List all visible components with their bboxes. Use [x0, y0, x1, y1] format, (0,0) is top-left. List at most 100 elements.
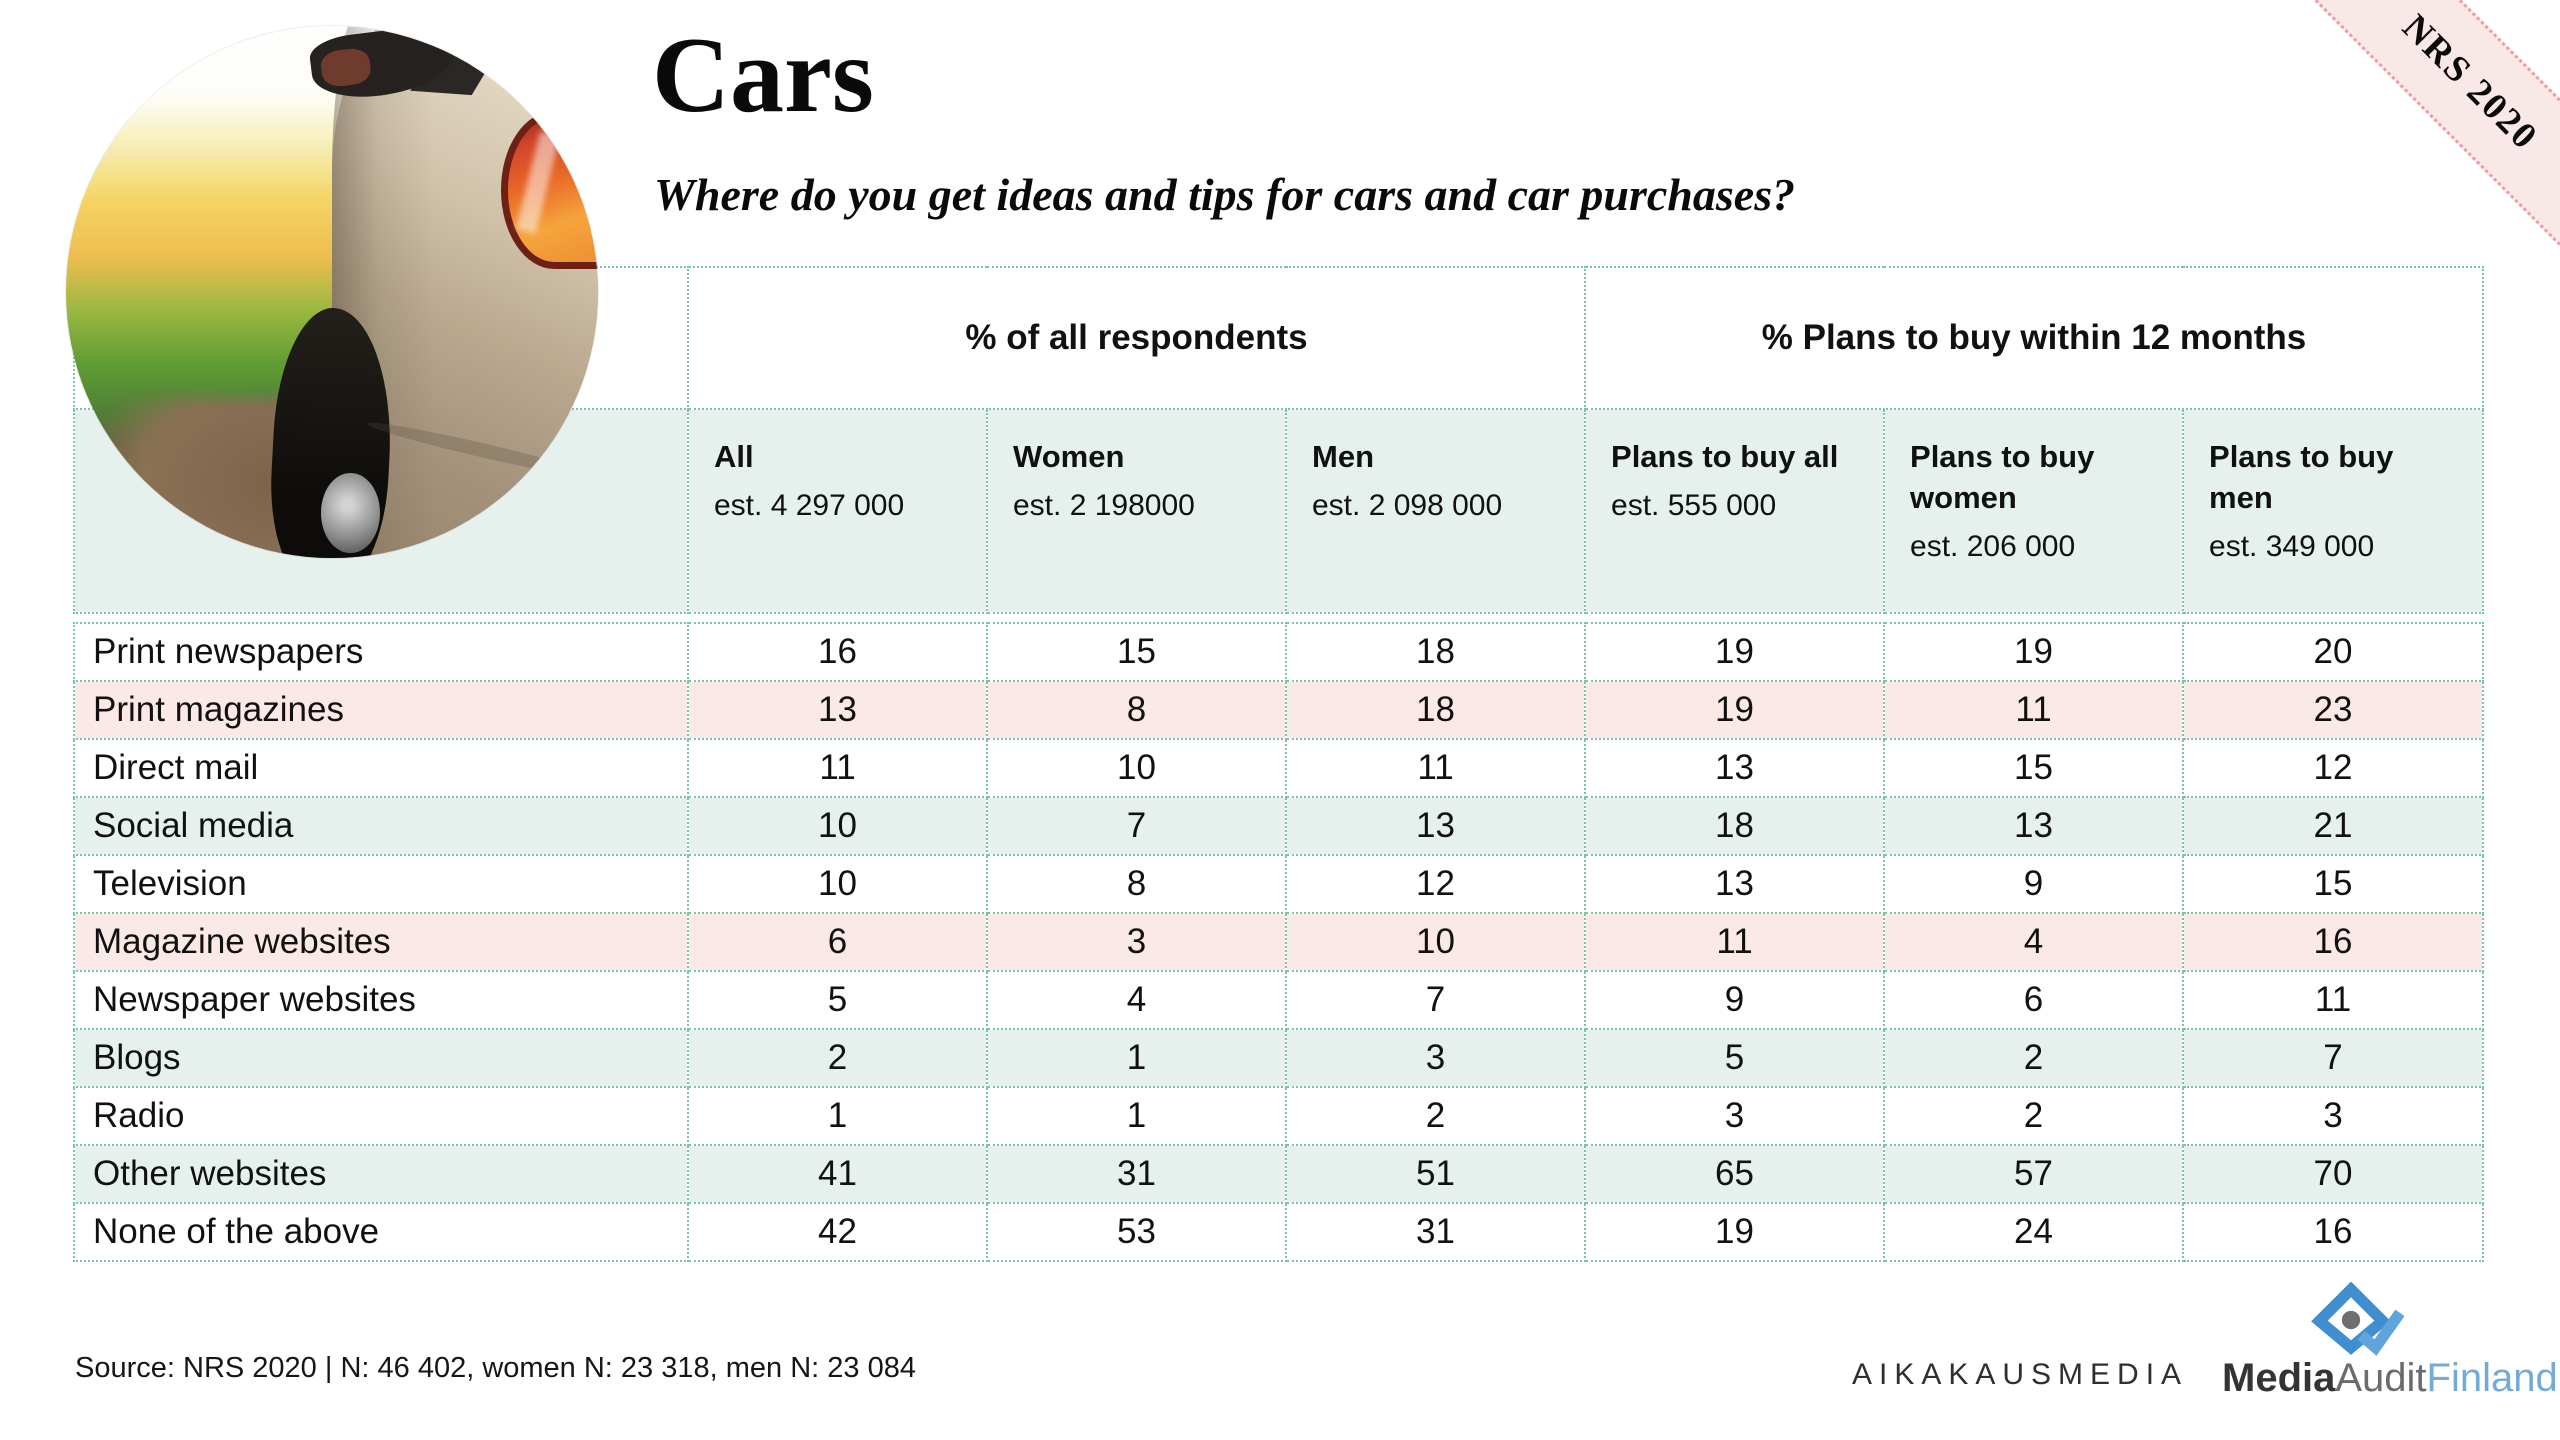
page-subtitle: Where do you get ideas and tips for cars…	[654, 169, 1796, 220]
value-cell: 24	[1883, 1202, 2184, 1262]
value-cell: 2	[1285, 1086, 1586, 1146]
column-header-cell: Plans to buy women est. 206 000	[1883, 408, 2185, 614]
group-header-respondents-label: % of all respondents	[965, 318, 1308, 357]
media-audit-finland-diamond-icon	[2311, 1282, 2404, 1356]
value-cell: 16	[2182, 1202, 2484, 1262]
value-cell: 13	[1584, 738, 1885, 798]
value-cell: 3	[1285, 1028, 1586, 1088]
column-header-cell: Women est. 2 198000	[986, 408, 1287, 614]
value-cell: 10	[687, 796, 988, 856]
column-estimate: est. 2 198000	[1013, 488, 1195, 522]
table-row: Magazine websites 6 3 10 11 4 16	[73, 912, 2484, 972]
value-cell: 2	[687, 1028, 988, 1088]
media-audit-finland-wordmark: MediaAuditFinland	[2222, 1356, 2558, 1401]
value-cell: 57	[1883, 1144, 2184, 1204]
value-cell: 11	[687, 738, 988, 798]
value-cell: 20	[2182, 622, 2484, 682]
value-cell: 18	[1285, 680, 1586, 740]
table-row: Other websites 41 31 51 65 57 70	[73, 1144, 2484, 1204]
column-label: Plans to buy all	[1611, 439, 1839, 474]
row-label: None of the above	[73, 1202, 689, 1262]
column-header-cell: All est. 4 297 000	[687, 408, 988, 614]
maf-word-finland: Finland	[2426, 1356, 2558, 1400]
row-label: Social media	[73, 796, 689, 856]
value-cell: 7	[2182, 1028, 2484, 1088]
page-title: Cars	[652, 16, 874, 135]
value-cell: 19	[1584, 622, 1885, 682]
aikakausmedia-logo: AIKAKAUSMEDIA	[1852, 1358, 2189, 1391]
value-cell: 3	[2182, 1086, 2484, 1146]
row-label: Print newspapers	[73, 622, 689, 682]
value-cell: 1	[986, 1086, 1287, 1146]
value-cell: 13	[1883, 796, 2184, 856]
value-cell: 4	[986, 970, 1287, 1030]
value-cell: 10	[1285, 912, 1586, 972]
ribbon-label: NRS 2020	[2394, 6, 2546, 159]
row-label: Radio	[73, 1086, 689, 1146]
value-cell: 6	[687, 912, 988, 972]
group-header-plans-label: % Plans to buy within 12 months	[1761, 318, 2307, 357]
group-header-plans: % Plans to buy within 12 months	[1584, 266, 2485, 410]
value-cell: 13	[687, 680, 988, 740]
row-label: Blogs	[73, 1028, 689, 1088]
table-row: Radio 1 1 2 3 2 3	[73, 1086, 2484, 1146]
value-cell: 18	[1285, 622, 1586, 682]
value-cell: 9	[1584, 970, 1885, 1030]
row-label: Newspaper websites	[73, 970, 689, 1030]
table-row: None of the above 42 53 31 19 24 16	[73, 1202, 2484, 1262]
value-cell: 1	[986, 1028, 1287, 1088]
row-label: Other websites	[73, 1144, 689, 1204]
column-estimate: est. 555 000	[1611, 488, 1777, 522]
value-cell: 41	[687, 1144, 988, 1204]
value-cell: 2	[1883, 1086, 2184, 1146]
value-cell: 11	[1584, 912, 1885, 972]
value-cell: 1	[687, 1086, 988, 1146]
value-cell: 2	[1883, 1028, 2184, 1088]
value-cell: 11	[2182, 970, 2484, 1030]
value-cell: 12	[2182, 738, 2484, 798]
taillight	[500, 111, 598, 269]
value-cell: 42	[687, 1202, 988, 1262]
value-cell: 7	[1285, 970, 1586, 1030]
value-cell: 19	[1883, 622, 2184, 682]
column-header-cell: Plans to buy men est. 349 000	[2182, 408, 2485, 614]
group-header-respondents: % of all respondents	[686, 266, 1587, 410]
source-note: Source: NRS 2020 | N: 46 402, women N: 2…	[75, 1352, 916, 1384]
value-cell: 16	[687, 622, 988, 682]
maf-word-audit: Audit	[2335, 1356, 2427, 1400]
value-cell: 15	[2182, 854, 2484, 914]
column-label: Plans to buy men	[2209, 439, 2394, 515]
table-row: Blogs 2 1 3 5 2 7	[73, 1028, 2484, 1088]
value-cell: 13	[1584, 854, 1885, 914]
value-cell: 6	[1883, 970, 2184, 1030]
value-cell: 4	[1883, 912, 2184, 972]
value-cell: 15	[1883, 738, 2184, 798]
value-cell: 19	[1584, 680, 1885, 740]
value-cell: 11	[1285, 738, 1586, 798]
value-cell: 5	[687, 970, 988, 1030]
value-cell: 5	[1584, 1028, 1885, 1088]
alloy-rim	[321, 472, 380, 553]
column-label: Plans to buy women	[1910, 439, 2095, 515]
value-cell: 31	[1285, 1202, 1586, 1262]
value-cell: 16	[2182, 912, 2484, 972]
column-estimate: est. 206 000	[1910, 529, 2076, 563]
value-cell: 70	[2182, 1144, 2484, 1204]
table-row: Social media 10 7 13 18 13 21	[73, 796, 2484, 856]
value-cell: 51	[1285, 1144, 1586, 1204]
table-row: Print newspapers 16 15 18 19 19 20	[73, 622, 2484, 682]
car-field-photo	[66, 26, 598, 558]
column-label: Men	[1312, 439, 1374, 474]
value-cell: 9	[1883, 854, 2184, 914]
value-cell: 11	[1883, 680, 2184, 740]
value-cell: 53	[986, 1202, 1287, 1262]
value-cell: 12	[1285, 854, 1586, 914]
row-label: Television	[73, 854, 689, 914]
row-label: Direct mail	[73, 738, 689, 798]
column-header-cell: Men est. 2 098 000	[1284, 408, 1587, 614]
data-table: Print newspapers 16 15 18 19 19 20 Print magazi…	[73, 622, 2484, 1262]
value-cell: 23	[2182, 680, 2484, 740]
value-cell: 8	[986, 680, 1287, 740]
value-cell: 19	[1584, 1202, 1885, 1262]
